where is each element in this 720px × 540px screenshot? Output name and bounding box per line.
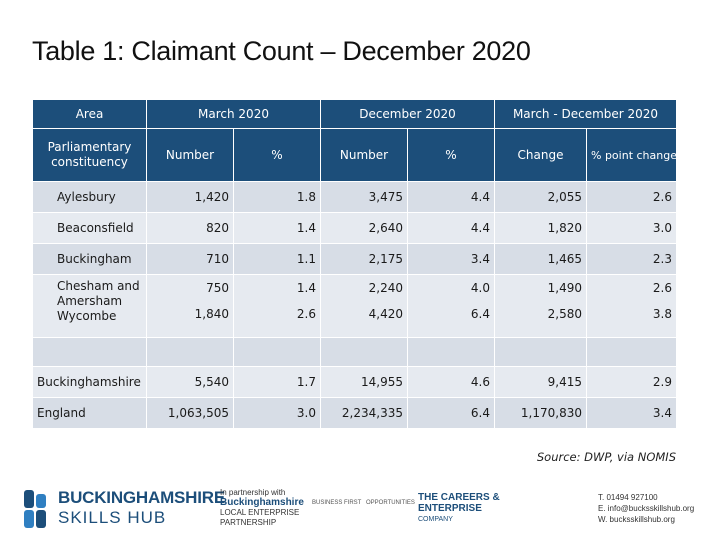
cec-line-3: COMPANY bbox=[418, 516, 453, 523]
careers-enterprise-logo: THE CAREERS & ENTERPRISE COMPANY bbox=[418, 492, 500, 525]
contact-phone: T. 01494 927100 bbox=[598, 493, 658, 502]
change: 2,055 bbox=[494, 181, 587, 213]
spacer-row bbox=[32, 337, 677, 367]
pp-change: 2.9 bbox=[586, 366, 677, 398]
dec-pct: 4.4 bbox=[407, 212, 495, 244]
opportunities-logo: OPPORTUNITIES bbox=[366, 500, 415, 506]
business-first-logo: BUSINESS FIRST bbox=[312, 500, 362, 506]
contact-web[interactable]: W. bucksskillshub.org bbox=[598, 515, 675, 524]
partner-name-line-3: PARTNERSHIP bbox=[220, 518, 277, 527]
partner-name: Buckinghamshire bbox=[220, 497, 304, 508]
header-march-number: Number bbox=[146, 128, 234, 182]
dec-pct: 4.6 bbox=[407, 366, 495, 398]
march-number: 1,420 bbox=[146, 181, 234, 213]
march-pct: 3.0 bbox=[233, 397, 321, 429]
pp-change: 2.3 bbox=[586, 243, 677, 275]
march-number: 1,840 bbox=[194, 307, 229, 321]
area-name: England bbox=[32, 397, 147, 429]
march-pct: 1.8 bbox=[233, 181, 321, 213]
dec-number: 3,475 bbox=[320, 181, 408, 213]
header-december-2020: December 2020 bbox=[320, 99, 495, 129]
area-name: Buckinghamshire bbox=[32, 366, 147, 398]
area-name: Wycombe bbox=[57, 309, 117, 323]
table-row: England 1,063,505 3.0 2,234,335 6.4 1,17… bbox=[32, 397, 677, 429]
march-number: 750 bbox=[206, 281, 229, 295]
contact-email[interactable]: E. info@bucksskillshub.org bbox=[598, 504, 695, 513]
partner-intro: In partnership with bbox=[220, 488, 286, 497]
header-march-2020: March 2020 bbox=[146, 99, 321, 129]
area-name: Buckingham bbox=[32, 243, 147, 275]
partner-name-line-2: LOCAL ENTERPRISE bbox=[220, 508, 300, 517]
change: 1,490 bbox=[547, 281, 582, 295]
footer: BUCKINGHAMSHIRE SKILLS HUB In partnershi… bbox=[0, 480, 720, 540]
march-number: 820 bbox=[146, 212, 234, 244]
header-change-period: March - December 2020 bbox=[494, 99, 677, 129]
dec-number: 2,234,335 bbox=[320, 397, 408, 429]
skills-hub-logo-icon bbox=[24, 490, 46, 528]
area-name: Aylesbury bbox=[32, 181, 147, 213]
header-area: Area bbox=[32, 99, 147, 129]
pp-change: 2.6 bbox=[652, 281, 672, 295]
header-constituency: Parliamentary constituency bbox=[32, 128, 147, 182]
area-name: Beaconsfield bbox=[32, 212, 147, 244]
dec-number: 2,640 bbox=[320, 212, 408, 244]
contact-details: T. 01494 927100 E. info@bucksskillshub.o… bbox=[598, 492, 694, 525]
march-pct: 1.7 bbox=[233, 366, 321, 398]
pp-change: 3.4 bbox=[586, 397, 677, 429]
source-note: Source: DWP, via NOMIS bbox=[536, 450, 676, 464]
dec-pct: 4.4 bbox=[407, 181, 495, 213]
claimant-count-table: Area March 2020 December 2020 March - De… bbox=[32, 99, 677, 429]
skills-hub-logo[interactable]: BUCKINGHAMSHIRE SKILLS HUB bbox=[58, 488, 225, 528]
table-row: Beaconsfield 820 1.4 2,640 4.4 1,820 3.0 bbox=[32, 212, 677, 244]
header-change: Change bbox=[494, 128, 587, 182]
header-pp-change: % point change bbox=[586, 128, 677, 182]
partner-block: In partnership with Buckinghamshire LOCA… bbox=[220, 488, 304, 528]
dec-pct: 6.4 bbox=[470, 307, 490, 321]
march-number: 5,540 bbox=[146, 366, 234, 398]
pp-change: 3.0 bbox=[586, 212, 677, 244]
pp-change: 2.6 bbox=[586, 181, 677, 213]
march-pct: 1.1 bbox=[233, 243, 321, 275]
change: 1,170,830 bbox=[494, 397, 587, 429]
sub-header-row: Parliamentary constituency Number % Numb… bbox=[32, 128, 677, 182]
change: 1,820 bbox=[494, 212, 587, 244]
dec-number: 2,240 bbox=[368, 281, 403, 295]
change: 9,415 bbox=[494, 366, 587, 398]
march-pct: 2.6 bbox=[296, 307, 316, 321]
march-number: 1,063,505 bbox=[146, 397, 234, 429]
march-pct: 1.4 bbox=[296, 281, 316, 295]
dec-number: 4,420 bbox=[368, 307, 403, 321]
header-march-pct: % bbox=[233, 128, 321, 182]
logo-line-1: BUCKINGHAMSHIRE bbox=[58, 488, 226, 507]
cec-line-2: ENTERPRISE bbox=[418, 503, 482, 514]
table-row: Chesham and Amersham Wycombe 750 1,840 1… bbox=[32, 274, 677, 338]
table-row: Buckinghamshire 5,540 1.7 14,955 4.6 9,4… bbox=[32, 366, 677, 398]
change: 2,580 bbox=[547, 307, 582, 321]
cec-line-1: THE CAREERS & bbox=[418, 492, 500, 503]
dec-number: 2,175 bbox=[320, 243, 408, 275]
page-title: Table 1: Claimant Count – December 2020 bbox=[32, 36, 531, 66]
group-header-row: Area March 2020 December 2020 March - De… bbox=[32, 99, 677, 129]
header-dec-pct: % bbox=[407, 128, 495, 182]
dec-pct: 4.0 bbox=[470, 281, 490, 295]
table-row: Aylesbury 1,420 1.8 3,475 4.4 2,055 2.6 bbox=[32, 181, 677, 213]
table-row: Buckingham 710 1.1 2,175 3.4 1,465 2.3 bbox=[32, 243, 677, 275]
dec-number: 14,955 bbox=[320, 366, 408, 398]
march-number: 710 bbox=[146, 243, 234, 275]
area-name: Chesham and Amersham bbox=[57, 279, 140, 308]
dec-pct: 3.4 bbox=[407, 243, 495, 275]
dec-pct: 6.4 bbox=[407, 397, 495, 429]
logo-line-2: SKILLS HUB bbox=[58, 508, 167, 527]
pp-change: 3.8 bbox=[652, 307, 672, 321]
header-dec-number: Number bbox=[320, 128, 408, 182]
change: 1,465 bbox=[494, 243, 587, 275]
march-pct: 1.4 bbox=[233, 212, 321, 244]
